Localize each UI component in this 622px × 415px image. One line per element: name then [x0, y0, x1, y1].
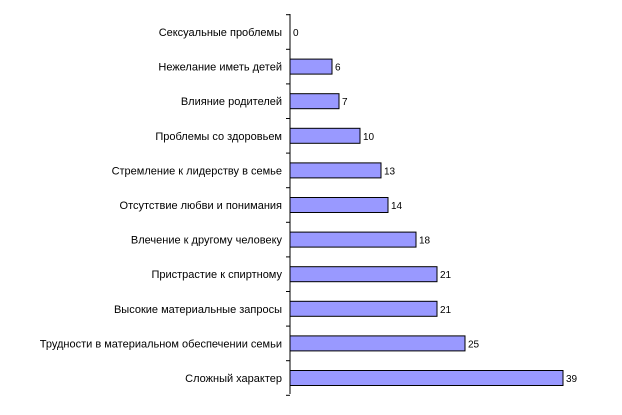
category-label: Нежелание иметь детей [158, 62, 282, 74]
value-label: 10 [363, 132, 375, 143]
category-label: Сложный характер [185, 373, 282, 385]
bar [289, 370, 564, 386]
category-label: Трудности в материальном обеспечении сем… [40, 338, 282, 350]
category-label: Влечение к другому человеку [131, 235, 283, 247]
value-label: 18 [419, 236, 431, 247]
category-label: Пристрастие к спиртному [151, 269, 282, 281]
bar [289, 58, 333, 75]
bar [289, 197, 389, 213]
value-label: 21 [440, 270, 452, 281]
value-label: 39 [566, 374, 578, 385]
value-label: 14 [391, 201, 403, 212]
bars-layer [289, 58, 564, 386]
value-label: 6 [335, 63, 341, 74]
bar [289, 93, 340, 110]
category-label: Высокие материальные запросы [114, 304, 282, 316]
value-label: 0 [293, 28, 299, 39]
category-label: Проблемы со здоровьем [155, 131, 282, 143]
value-label: 13 [384, 166, 396, 177]
value-label: 21 [440, 305, 452, 316]
category-label: Сексуальные проблемы [159, 27, 282, 39]
bar [289, 162, 382, 179]
bar [289, 266, 438, 283]
category-label: Отсутствие любви и понимания [120, 200, 282, 212]
bar [289, 127, 361, 144]
y-axis [286, 14, 291, 396]
bar [289, 231, 417, 248]
bar [289, 300, 438, 317]
bar [289, 335, 466, 352]
category-labels: Сексуальные проблемы Нежелание иметь дете… [40, 27, 283, 385]
value-label: 25 [468, 339, 480, 350]
category-label: Влияние родителей [181, 96, 282, 108]
category-label: Стремление к лидерству в семье [112, 165, 282, 177]
value-label: 7 [342, 97, 348, 108]
value-labels: 0 6 7 10 13 14 18 21 21 25 39 [293, 28, 578, 385]
